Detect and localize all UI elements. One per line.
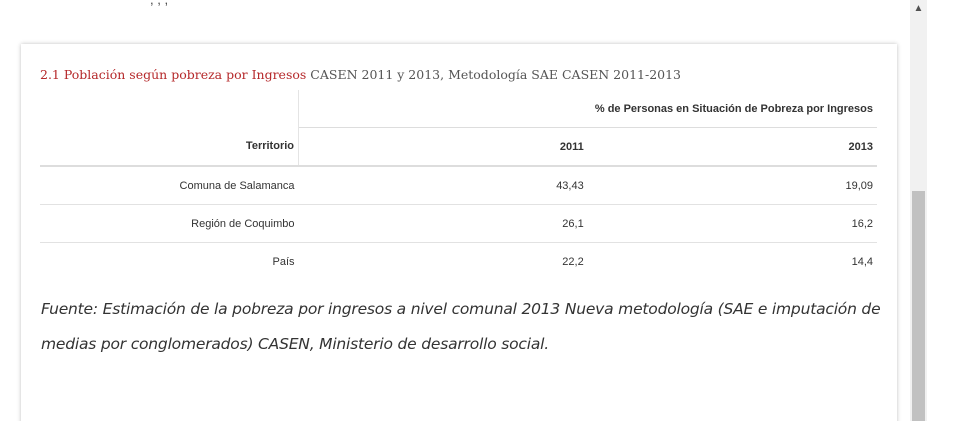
- cell-2011: 26,1: [298, 204, 588, 243]
- cell-2013: 16,2: [587, 204, 877, 243]
- cell-2013: 19,09: [587, 166, 877, 205]
- poverty-table: % de Personas en Situación de Pobreza po…: [40, 90, 877, 280]
- scrollbar-thumb[interactable]: [912, 191, 925, 421]
- vertical-scrollbar[interactable]: ▲: [910, 0, 927, 421]
- section-title-highlight: Población según pobreza por Ingresos: [63, 67, 307, 82]
- poverty-table-card: 2.1 Población según pobreza por Ingresos…: [21, 44, 897, 421]
- section-title-source: CASEN 2011 y 2013, Metodología SAE CASEN…: [310, 67, 682, 82]
- table-header-row: Territorio 2011 2013: [40, 127, 877, 167]
- section-title: 2.1 Población según pobreza por Ingresos…: [40, 67, 681, 82]
- column-header-territorio: Territorio: [40, 127, 299, 167]
- table-group-header-row: % de Personas en Situación de Pobreza po…: [40, 90, 877, 128]
- cell-territorio: Región de Coquimbo: [40, 204, 299, 243]
- column-header-2013: 2013: [587, 127, 877, 167]
- table-row: Comuna de Salamanca 43,43 19,09: [40, 166, 877, 205]
- cell-2011: 22,2: [562, 255, 584, 268]
- scroll-up-arrow-icon[interactable]: ▲: [913, 3, 924, 14]
- group-header-blank: [40, 90, 299, 128]
- previous-content-fragment: , , ,: [150, 0, 168, 7]
- column-header-2011: 2011: [298, 127, 588, 167]
- table-row: Región de Coquimbo 26,1 16,2: [40, 204, 877, 243]
- cell-2013: 14,4: [851, 255, 873, 268]
- table-row: País 22,2 14,4: [40, 243, 877, 281]
- cell-territorio: País: [272, 255, 295, 268]
- group-header-cell: % de Personas en Situación de Pobreza po…: [298, 90, 877, 128]
- source-note: Fuente: Estimación de la pobreza por ing…: [41, 300, 881, 353]
- section-number: 2.1: [40, 67, 60, 82]
- cell-territorio: Comuna de Salamanca: [40, 166, 299, 205]
- cell-2011: 43,43: [298, 166, 588, 205]
